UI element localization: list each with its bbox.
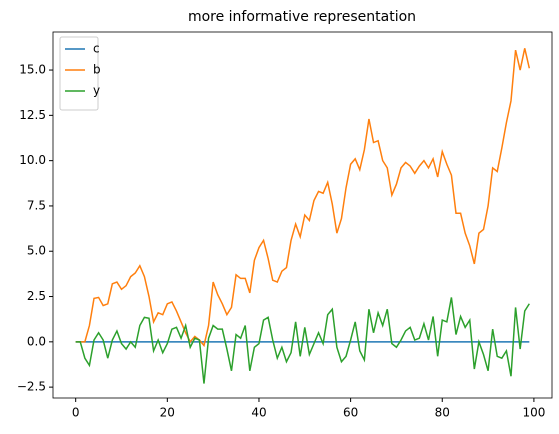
y-tick-label: 5.0 — [27, 244, 46, 258]
y-tick-label: 15.0 — [19, 63, 46, 77]
legend-label: y — [93, 84, 100, 98]
legend-label: b — [93, 63, 101, 77]
x-tick-label: 20 — [160, 406, 175, 420]
chart-title: more informative representation — [188, 9, 416, 25]
y-tick-label: −2.5 — [17, 380, 46, 394]
x-tick-label: 80 — [435, 406, 450, 420]
line-series — [75, 297, 530, 384]
y-tick-label: 7.5 — [27, 198, 46, 212]
plot-frame — [52, 31, 553, 399]
line-series — [75, 48, 531, 348]
legend-label: c — [93, 42, 100, 56]
x-tick-label: 40 — [251, 406, 266, 420]
y-tick-label: 10.0 — [19, 153, 46, 167]
x-tick-label: 0 — [72, 406, 80, 420]
y-tick-label: 2.5 — [27, 289, 46, 303]
y-tick-label: 0.0 — [27, 334, 46, 348]
y-tick-label: 12.5 — [19, 108, 46, 122]
x-tick-label: 60 — [343, 406, 358, 420]
x-tick-label: 100 — [522, 406, 545, 420]
